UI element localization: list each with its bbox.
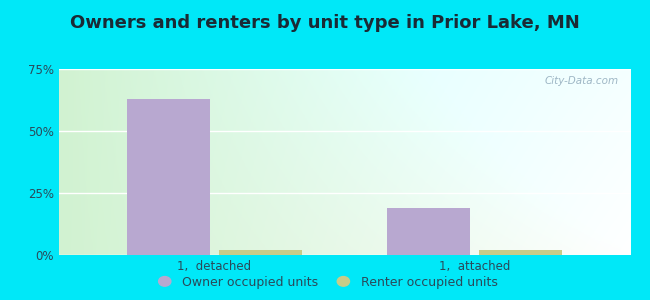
Bar	[127, 99, 211, 255]
Bar	[478, 250, 562, 255]
Legend: Owner occupied units, Renter occupied units: Owner occupied units, Renter occupied un…	[148, 271, 502, 294]
Bar	[218, 250, 302, 255]
Bar	[387, 208, 471, 255]
Text: Owners and renters by unit type in Prior Lake, MN: Owners and renters by unit type in Prior…	[70, 14, 580, 32]
Text: City-Data.com: City-Data.com	[545, 76, 619, 86]
